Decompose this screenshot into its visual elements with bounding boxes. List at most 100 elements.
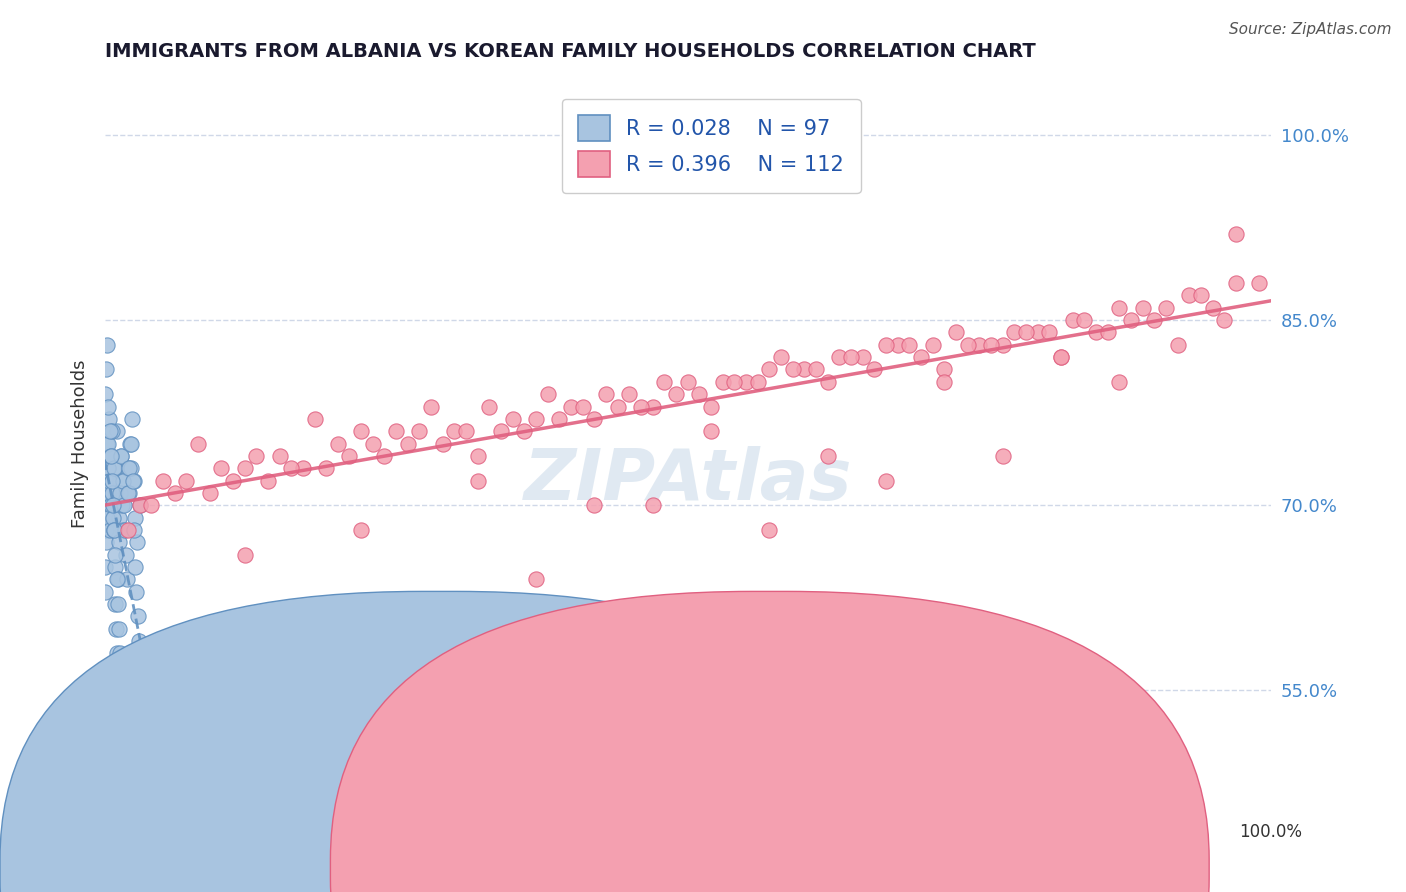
Point bbox=[134, 757, 156, 772]
Point bbox=[100, 449, 122, 463]
Point bbox=[152, 474, 174, 488]
Point bbox=[1062, 313, 1084, 327]
Point bbox=[443, 424, 465, 438]
Point bbox=[118, 461, 141, 475]
Point bbox=[478, 400, 501, 414]
Point bbox=[583, 498, 606, 512]
Point bbox=[1119, 313, 1142, 327]
Point bbox=[104, 548, 127, 562]
Point bbox=[676, 375, 699, 389]
Point bbox=[128, 498, 150, 512]
Point bbox=[97, 400, 120, 414]
Point bbox=[222, 474, 245, 488]
Point bbox=[934, 375, 956, 389]
Point bbox=[747, 375, 769, 389]
Point bbox=[98, 449, 121, 463]
Point bbox=[700, 400, 723, 414]
Point bbox=[1038, 326, 1060, 340]
Point bbox=[863, 362, 886, 376]
Y-axis label: Family Households: Family Households bbox=[72, 359, 89, 528]
Point bbox=[606, 400, 628, 414]
Point bbox=[97, 436, 120, 450]
Point bbox=[326, 436, 349, 450]
Point bbox=[945, 326, 967, 340]
Point bbox=[129, 658, 152, 673]
Point bbox=[467, 474, 489, 488]
Point bbox=[115, 794, 138, 808]
Point bbox=[136, 831, 159, 846]
Point bbox=[1213, 313, 1236, 327]
Point bbox=[94, 387, 117, 401]
Point bbox=[898, 338, 921, 352]
Point bbox=[124, 510, 146, 524]
Point bbox=[782, 362, 804, 376]
Point bbox=[131, 707, 153, 722]
Point bbox=[1108, 301, 1130, 315]
Point bbox=[1108, 375, 1130, 389]
Text: IMMIGRANTS FROM ALBANIA VS KOREAN FAMILY HOUSEHOLDS CORRELATION CHART: IMMIGRANTS FROM ALBANIA VS KOREAN FAMILY… bbox=[104, 42, 1035, 61]
Point bbox=[111, 474, 134, 488]
Point bbox=[111, 498, 134, 512]
Point bbox=[128, 633, 150, 648]
Point bbox=[103, 523, 125, 537]
Point bbox=[100, 449, 122, 463]
Point bbox=[117, 486, 139, 500]
Point bbox=[101, 523, 124, 537]
Legend: R = 0.028    N = 97, R = 0.396    N = 112: R = 0.028 N = 97, R = 0.396 N = 112 bbox=[561, 99, 860, 194]
Point bbox=[1050, 350, 1073, 364]
Point bbox=[991, 338, 1014, 352]
Point bbox=[163, 486, 186, 500]
Point bbox=[94, 535, 117, 549]
Point bbox=[350, 424, 373, 438]
Point bbox=[104, 597, 127, 611]
Point bbox=[108, 535, 131, 549]
Point bbox=[107, 597, 129, 611]
Point bbox=[1004, 326, 1026, 340]
Point bbox=[804, 362, 827, 376]
Point bbox=[101, 474, 124, 488]
Point bbox=[104, 461, 127, 475]
Point bbox=[107, 572, 129, 586]
Point bbox=[132, 732, 155, 747]
Point bbox=[127, 609, 149, 624]
Point bbox=[619, 387, 641, 401]
Point bbox=[269, 449, 291, 463]
Point bbox=[700, 424, 723, 438]
Point bbox=[315, 461, 337, 475]
Point bbox=[956, 338, 979, 352]
Point bbox=[122, 523, 145, 537]
Text: Immigrants from Albania: Immigrants from Albania bbox=[488, 860, 693, 878]
Point bbox=[103, 498, 125, 512]
Point bbox=[96, 436, 118, 450]
Point bbox=[108, 474, 131, 488]
Point bbox=[1132, 301, 1154, 315]
Point bbox=[187, 436, 209, 450]
Point bbox=[350, 523, 373, 537]
Point bbox=[117, 523, 139, 537]
Point bbox=[304, 412, 326, 426]
Point bbox=[122, 474, 145, 488]
Point bbox=[723, 375, 745, 389]
Point bbox=[817, 449, 839, 463]
Point bbox=[513, 424, 536, 438]
Point bbox=[174, 474, 197, 488]
Point bbox=[654, 375, 676, 389]
Point bbox=[339, 449, 361, 463]
Point bbox=[110, 486, 132, 500]
Point bbox=[103, 461, 125, 475]
Point bbox=[136, 806, 159, 821]
Point bbox=[96, 510, 118, 524]
Point bbox=[572, 400, 595, 414]
Point bbox=[101, 498, 124, 512]
Point bbox=[108, 622, 131, 636]
Point bbox=[502, 412, 524, 426]
Point bbox=[934, 362, 956, 376]
Point bbox=[115, 770, 138, 784]
Text: ZIPAtlas: ZIPAtlas bbox=[523, 446, 852, 515]
Point bbox=[980, 338, 1002, 352]
Point bbox=[104, 622, 127, 636]
Point bbox=[828, 350, 851, 364]
Point bbox=[385, 424, 408, 438]
Point bbox=[921, 338, 943, 352]
Point bbox=[758, 523, 780, 537]
